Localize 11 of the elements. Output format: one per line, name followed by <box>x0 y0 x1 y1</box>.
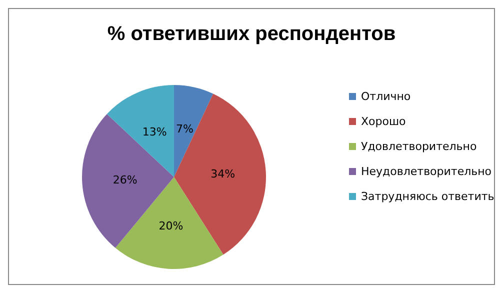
legend-label: Неудовлетворительно <box>361 165 492 178</box>
legend-label: Удовлетворительно <box>361 140 477 153</box>
legend-label: Хорошо <box>361 115 406 128</box>
data-label: 26% <box>112 174 138 187</box>
data-label: 34% <box>210 167 236 180</box>
legend-label: Отлично <box>361 90 411 103</box>
data-label: 13% <box>142 126 167 139</box>
data-label: 20% <box>158 219 184 232</box>
legend-label: Затрудняюсь ответить <box>361 190 494 203</box>
chart-title: % ответивших респондентов <box>107 23 396 45</box>
data-label: 7% <box>176 122 194 136</box>
